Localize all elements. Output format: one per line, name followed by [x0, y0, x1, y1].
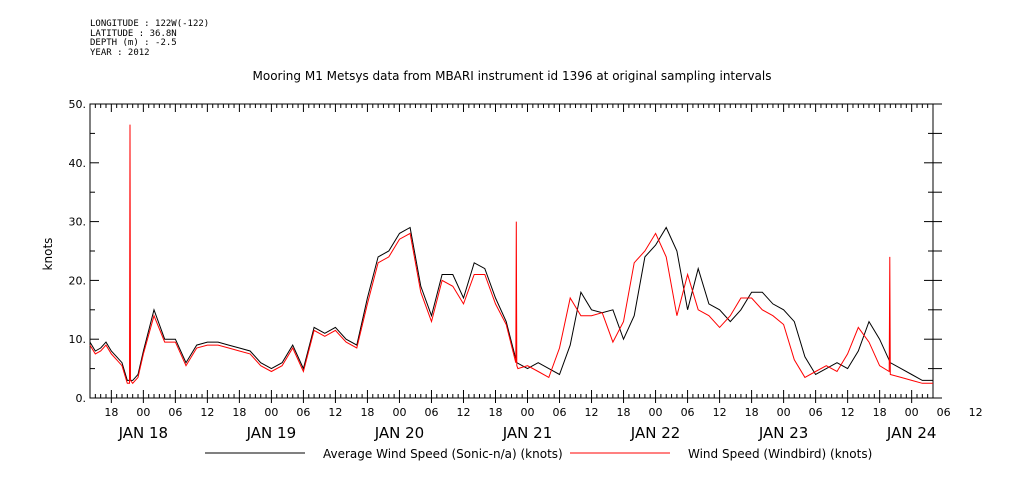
x-hour-label: 12: [841, 406, 855, 419]
x-hour-label: 18: [745, 406, 759, 419]
x-hour-label: 12: [713, 406, 727, 419]
x-hour-label: 06: [424, 406, 438, 419]
x-day-label: JAN 24: [886, 424, 937, 442]
x-hour-label: 18: [104, 406, 118, 419]
x-hour-label: 06: [296, 406, 310, 419]
legend-label-windbird: Wind Speed (Windbird) (knots): [688, 447, 872, 461]
y-tick-label: 50.: [69, 98, 87, 111]
x-hour-label: 18: [232, 406, 246, 419]
x-hour-label: 12: [456, 406, 470, 419]
meta-year: YEAR : 2012: [90, 47, 150, 58]
y-tick-label: 10.: [69, 333, 87, 346]
legend-label-average: Average Wind Speed (Sonic-n/a) (knots): [323, 447, 563, 461]
x-hour-label: 00: [392, 406, 406, 419]
x-hour-label: 18: [360, 406, 374, 419]
legend: Average Wind Speed (Sonic-n/a) (knots) W…: [205, 447, 872, 461]
x-day-label: JAN 20: [374, 424, 425, 442]
metadata-block: LONGITUDE : 122W(-122) LATITUDE : 36.8N …: [90, 19, 210, 58]
x-hour-label: 06: [809, 406, 823, 419]
x-hour-label: 00: [136, 406, 150, 419]
x-hour-label: 06: [937, 406, 951, 419]
meta-latitude: LATITUDE : 36.8N: [90, 28, 177, 39]
x-hour-label: 12: [328, 406, 342, 419]
x-hour-label: 12: [200, 406, 214, 419]
x-hour-label: 06: [553, 406, 567, 419]
x-hour-label: 00: [264, 406, 278, 419]
y-tick-label: 30.: [69, 216, 87, 229]
x-hour-label: 18: [873, 406, 887, 419]
meta-depth: DEPTH (m) : -2.5: [90, 38, 177, 48]
x-hour-label: 00: [777, 406, 791, 419]
y-axis-label: knots: [41, 238, 55, 271]
x-day-label: JAN 19: [246, 424, 297, 442]
chart-title: Mooring M1 Metsys data from MBARI instru…: [253, 69, 772, 83]
y-tick-label: 40.: [69, 157, 87, 170]
x-day-label: JAN 18: [118, 424, 169, 442]
x-hour-label: 00: [521, 406, 535, 419]
x-hour-label: 00: [649, 406, 663, 419]
x-hour-label: 00: [905, 406, 919, 419]
axis-ticks: 0. 10. 20. 30. 40. 50. 18 00 06 12 18 00 06 12 18 00 06 1…: [69, 98, 983, 442]
x-day-label: JAN 21: [502, 424, 553, 442]
x-hour-label: 18: [617, 406, 631, 419]
x-day-label: JAN 23: [758, 424, 809, 442]
x-hour-label: 06: [681, 406, 695, 419]
series-line-windbird-wind-speed: [89, 124, 933, 385]
y-tick-label: 20.: [69, 274, 87, 287]
plot-frame: [89, 103, 934, 399]
x-hour-label: 12: [969, 406, 983, 419]
x-hour-label: 06: [168, 406, 182, 419]
x-hour-label: 12: [585, 406, 599, 419]
meta-longitude: LONGITUDE : 122W(-122): [90, 19, 210, 29]
series-line-average-wind-speed: [89, 226, 933, 381]
x-day-label: JAN 22: [630, 424, 681, 442]
series-layer: [89, 124, 933, 385]
x-hour-label: 18: [488, 406, 502, 419]
y-tick-label: 0.: [76, 392, 87, 405]
